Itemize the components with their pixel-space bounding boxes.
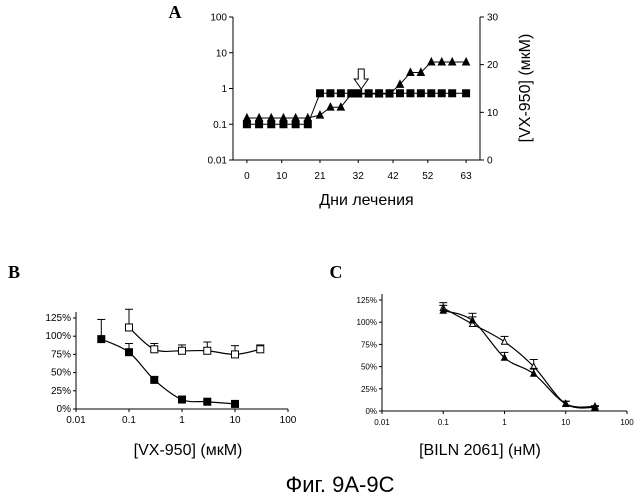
panel-b-letter: B (8, 262, 20, 282)
panel-a-series-1-point (316, 90, 323, 97)
panel-a-series-1-point (417, 90, 424, 97)
panel-c-x-tick-label: 0.1 (438, 418, 450, 427)
panel-b-series-1-line (101, 339, 235, 404)
panel-a-x-tick-label: 21 (314, 171, 326, 182)
panel-b-y-tick-label: 125% (45, 313, 71, 324)
panel-c-x-axis-label: [BILN 2061] (нМ) (419, 442, 541, 459)
panel-b-series-1-point (204, 398, 211, 405)
panel-a-arrow-annotation (354, 69, 368, 89)
panel-a-right-tick-label: 20 (487, 60, 499, 71)
panel-b-x-tick-label: 100 (280, 415, 297, 426)
panel-c-x-tick-label: 100 (620, 418, 634, 427)
panel-b-series-1-point (232, 400, 239, 407)
panel-b-x-tick-label: 0.01 (66, 415, 86, 426)
panel-b-series-0-line (129, 327, 260, 354)
panel-a-series-0-point (316, 111, 323, 118)
panel-b-series-0-point (204, 347, 211, 354)
panel-b-series-0-point (257, 346, 264, 353)
panel-a-x-tick-label: 0 (244, 171, 250, 182)
panel-c-y-tick-label: 100% (357, 318, 377, 327)
panel-b-y-tick-label: 25% (51, 386, 71, 397)
panel-b-series-1-point (151, 376, 158, 383)
panel-b-x-axis-label: [VX-950] (мкМ) (134, 442, 243, 459)
panel-a-x-tick-label: 63 (461, 171, 473, 182)
panel-a-left-tick-label: 10 (216, 48, 228, 59)
panel-a-x-tick-label: 32 (353, 171, 365, 182)
panel-c-series-1-line (443, 311, 595, 407)
panel-a-series-1-point (365, 90, 372, 97)
panel-a-series-1-point (327, 90, 334, 97)
panel-a-series-1-point (256, 121, 263, 128)
panel-a-series-1-point (449, 90, 456, 97)
panel-b-x-tick-label: 1 (179, 415, 185, 426)
panel-a-series-1-point (243, 121, 250, 128)
panel-letter-a: A (169, 2, 182, 22)
panel-c-y-tick-label: 0% (365, 407, 377, 416)
panel-a-right-tick-label: 30 (487, 13, 499, 24)
panel-c-x-tick-label: 1 (502, 418, 507, 427)
panel-a-series-1-point (396, 90, 403, 97)
figure-caption: Фиг. 9А-9С (286, 472, 395, 497)
panel-a-x-axis-label: Дни лечения (319, 192, 413, 209)
panel-b-series-1-point (126, 349, 133, 356)
panel-a-right-tick-label: 10 (487, 108, 499, 119)
panel-b-y-tick-label: 75% (51, 349, 71, 360)
panel-c-x-tick-label: 0.01 (374, 418, 390, 427)
panel-c-y-tick-label: 50% (361, 363, 377, 372)
panel-c-series-0-point (502, 338, 508, 344)
panel-a-left-tick-label: 1 (221, 84, 227, 95)
panel-c-series-1-point (469, 317, 475, 323)
panel-a-series-1-point (386, 90, 393, 97)
panel-b-series-0-point (232, 351, 239, 358)
panel-c-series-0-line (443, 308, 595, 408)
panel-a-series-1-line (247, 93, 466, 124)
panel-a-left-tick-label: 0.01 (208, 156, 228, 167)
panel-b-series-1-point (179, 396, 186, 403)
panel-c-letter: C (330, 262, 343, 282)
panel-a-series-1-point (355, 90, 362, 97)
panel-a-right-axis-label: [VX-950] (мкМ) (517, 34, 534, 143)
panel-a-series-1-point (268, 121, 275, 128)
panel-a-series-1-point (463, 90, 470, 97)
panel-a-x-tick-label: 42 (387, 171, 399, 182)
panel-a-left-tick-label: 0.1 (213, 120, 227, 131)
panel-a-series-1-point (438, 90, 445, 97)
panel-a-series-1-point (304, 121, 311, 128)
panel-c-y-tick-label: 125% (357, 296, 377, 305)
panel-a-left-tick-label: 100 (210, 13, 227, 24)
panel-a-series-1-point (407, 90, 414, 97)
panel-a-series-1-point (428, 90, 435, 97)
panel-a-x-tick-label: 10 (276, 171, 288, 182)
panel-b-series-0-point (126, 324, 133, 331)
panel-c-y-tick-label: 75% (361, 340, 377, 349)
panel-a-series-1-point (280, 121, 287, 128)
panel-a-series-1-point (348, 90, 355, 97)
panel-b-y-tick-label: 50% (51, 368, 71, 379)
panel-a-right-tick-label: 0 (487, 156, 493, 167)
panel-b-series-0-point (151, 346, 158, 353)
panel-b-x-tick-label: 0.1 (122, 415, 136, 426)
panel-b-series-0-point (179, 347, 186, 354)
panel-b-series-1-point (98, 336, 105, 343)
panel-c-y-tick-label: 25% (361, 385, 377, 394)
panel-b-y-tick-label: 0% (57, 404, 72, 415)
panel-a-series-1-point (292, 121, 299, 128)
panel-b-y-tick-label: 100% (45, 331, 71, 342)
panel-c-series-1-point (531, 370, 537, 376)
panel-b-x-tick-label: 10 (229, 415, 241, 426)
panel-a-series-1-point (376, 90, 383, 97)
panel-c-x-tick-label: 10 (561, 418, 570, 427)
panel-a-x-tick-label: 52 (422, 171, 434, 182)
panel-a-series-1-point (337, 90, 344, 97)
